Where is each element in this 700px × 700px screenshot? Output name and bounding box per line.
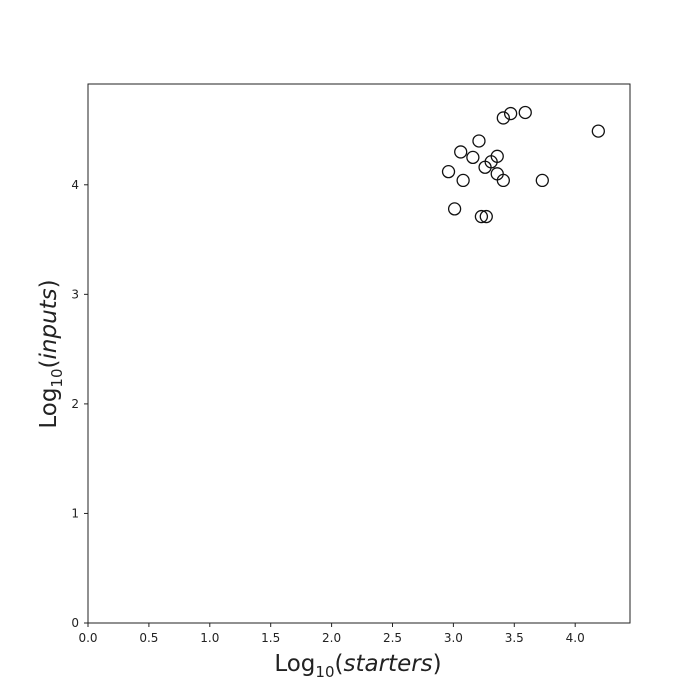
scatter-point bbox=[472, 134, 486, 148]
y-axis-title-close-paren: ) bbox=[36, 279, 62, 288]
scatter-point bbox=[447, 202, 462, 216]
x-axis-title: Log10(starters) bbox=[274, 651, 441, 681]
x-tick-label: 0.0 bbox=[78, 631, 97, 645]
y-tick-label: 2 bbox=[71, 397, 79, 411]
y-axis-title-variable: inputs bbox=[36, 288, 62, 359]
x-tick-label: 4.0 bbox=[566, 631, 585, 645]
scatter-point bbox=[490, 149, 504, 163]
scatter-point bbox=[496, 173, 510, 188]
scatter-point bbox=[496, 111, 510, 125]
scatter-point bbox=[503, 106, 518, 121]
x-tick-label: 2.5 bbox=[383, 631, 402, 645]
x-axis-title-prefix: Log bbox=[274, 651, 315, 677]
y-tick-label: 3 bbox=[71, 287, 79, 301]
scatter-point bbox=[466, 150, 480, 165]
scatter-point bbox=[454, 145, 468, 159]
y-axis-title-prefix: Log bbox=[36, 388, 62, 429]
x-tick-label: 3.0 bbox=[444, 631, 463, 645]
scatter-point bbox=[535, 173, 549, 188]
y-axis-title-subscript: 10 bbox=[48, 368, 66, 387]
x-axis-title-subscript: 10 bbox=[315, 663, 334, 681]
scatter-point bbox=[518, 105, 532, 120]
data-points bbox=[441, 105, 605, 224]
x-tick-label: 0.5 bbox=[139, 631, 158, 645]
x-axis-title-close-paren: ) bbox=[433, 651, 442, 677]
y-axis-title-open-paren: ( bbox=[36, 359, 62, 368]
x-tick-label: 3.5 bbox=[505, 631, 524, 645]
scatter-point bbox=[474, 209, 489, 224]
scatter-point bbox=[441, 164, 456, 179]
x-tick-label: 1.5 bbox=[261, 631, 280, 645]
scatter-point bbox=[591, 124, 605, 138]
x-axis-title-open-paren: ( bbox=[335, 651, 344, 677]
x-axis-title-variable: starters bbox=[344, 651, 433, 677]
y-tick-label: 1 bbox=[71, 506, 79, 520]
x-tick-label: 2.0 bbox=[322, 631, 341, 645]
y-tick-label: 4 bbox=[71, 178, 79, 192]
y-tick-label: 0 bbox=[71, 616, 79, 630]
y-axis-title: Log10(inputs) bbox=[36, 279, 66, 428]
axis-ticks: 0.0 0.5 1.0 1.5 2.0 2.5 3.0 3.5 4.0 0 1 2 3 4 bbox=[71, 178, 584, 645]
scatter-point bbox=[456, 173, 470, 188]
plot-frame bbox=[87, 83, 631, 624]
scatter-point bbox=[479, 209, 493, 224]
x-tick-label: 1.0 bbox=[200, 631, 219, 645]
